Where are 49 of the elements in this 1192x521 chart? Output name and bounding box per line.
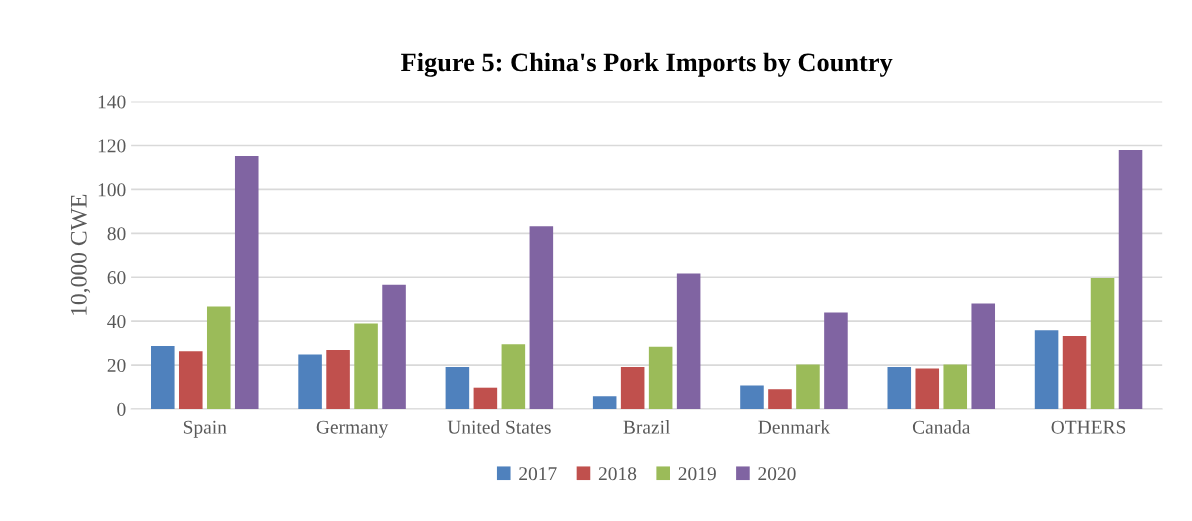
bar [326,349,350,409]
bar [824,312,848,409]
bar [206,306,231,409]
bar [382,284,406,409]
bar [796,364,820,409]
bar [768,389,792,409]
bar [1118,149,1143,409]
bar [298,354,322,409]
bar [501,344,526,409]
bar [971,303,996,409]
y-tick-label: 80 [107,227,126,241]
bar [648,346,673,409]
bar [1034,330,1059,409]
y-tick-label: 140 [98,95,126,109]
x-tick-label: Denmark [758,420,831,434]
bar [151,345,175,409]
bar [1090,278,1115,409]
legend-label: 2018 [598,467,637,481]
x-tick-label: United States [447,420,551,434]
bar [445,367,470,409]
y-axis-title: 10,000 CWE [70,194,91,315]
x-tick-label: Germany [316,420,389,438]
legend-label: 2019 [678,467,716,481]
bar [943,364,968,409]
y-tick-label: 40 [107,314,126,329]
x-tick-label: Canada [912,420,971,434]
x-tick-label: Brazil [623,420,671,434]
bar [915,368,940,409]
bar [178,351,203,409]
x-tick-label: OTHERS [1051,420,1126,434]
y-tick-label: 0 [117,402,126,416]
bar [620,367,645,409]
bar [234,156,259,409]
legend-label: 2017 [519,467,557,481]
bar [887,367,912,409]
bar [1062,336,1087,409]
y-tick-label: 20 [107,358,126,373]
y-tick-label: 100 [98,183,126,197]
bar [592,396,617,409]
x-tick-label: Spain [183,420,227,438]
chart-title: Figure 5: China's Pork Imports by Country [401,52,893,77]
bar [529,226,554,409]
y-tick-label: 120 [98,139,126,153]
bar [473,387,498,409]
legend-label: 2020 [758,467,796,481]
bar [740,385,764,409]
y-tick-label: 60 [107,271,126,285]
bar [354,323,378,409]
bar [676,273,701,409]
